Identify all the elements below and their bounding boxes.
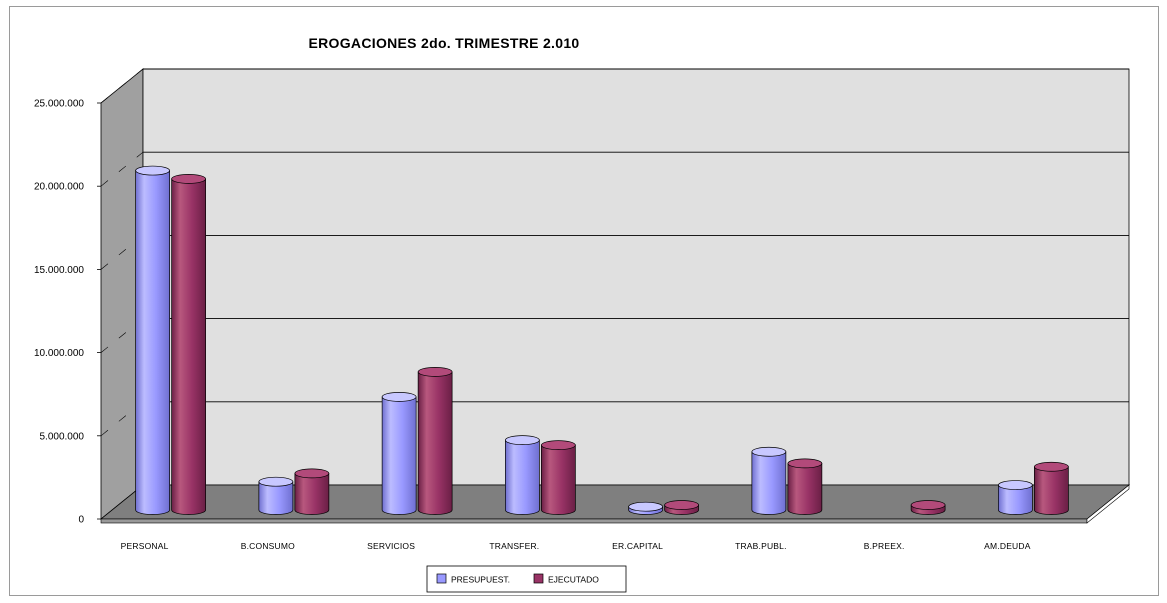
bar-presupuest-transfer [505, 435, 540, 515]
bar-ejecutado-transfer [541, 440, 576, 515]
bar-ejecutado-bconsumo [294, 468, 330, 515]
legend-swatch [533, 573, 544, 584]
bar-ejecutado-bpreex [910, 500, 946, 515]
legend-swatch [436, 573, 447, 584]
gridline-side [100, 318, 144, 353]
floor-edge-side [1086, 484, 1130, 524]
bar-ejecutado-trabpubl [787, 458, 823, 515]
x-tick-label: AM.DEUDA [984, 541, 1031, 551]
x-tick-label: PERSONAL [121, 541, 169, 551]
y-tick-label: 25.000.000 [34, 99, 84, 110]
legend-label: PRESUPUEST. [451, 575, 510, 585]
x-tick-label: TRAB.PUBL. [735, 541, 787, 551]
y-tick-label: 0 [78, 515, 84, 526]
bar-chart: EROGACIONES 2do. TRIMESTRE 2.010 0 5.000.… [34, 35, 1131, 593]
x-tick-label: ER.CAPITAL [612, 541, 663, 551]
y-tick-label: 20.000.000 [34, 182, 84, 193]
floor [99, 484, 1131, 520]
chart-frame: EROGACIONES 2do. TRIMESTRE 2.010 0 5.000.… [9, 6, 1159, 596]
gridline-side [100, 68, 144, 104]
back-wall [142, 68, 1130, 486]
bar-presupuest-servicios [381, 391, 417, 515]
floor-edge [100, 518, 1088, 524]
x-tick-label: TRANSFER. [489, 541, 539, 551]
x-tick-label: B.PREEX. [864, 541, 905, 551]
legend-label: EJECUTADO [548, 575, 599, 585]
bar-ejecutado-servicios [417, 367, 453, 515]
bar-presupuest-amdeuda [998, 480, 1033, 515]
bar-ejecutado-ercapital [664, 500, 699, 515]
y-tick-label: 15.000.000 [34, 265, 84, 276]
bar-presupuest-ercapital [628, 501, 663, 515]
legend-box [426, 565, 627, 593]
bar-ejecutado-personal [171, 174, 206, 515]
bar-presupuest-personal [135, 165, 170, 515]
bar-ejecutado-amdeuda [1034, 461, 1069, 515]
bar-presupuest-bconsumo [258, 476, 294, 515]
y-tick-label: 5.000.000 [40, 431, 85, 442]
bar-presupuest-trabpubl [751, 446, 787, 515]
gridline-side [100, 235, 144, 270]
y-tick-label: 10.000.000 [34, 348, 84, 359]
x-tick-label: SERVICIOS [367, 541, 415, 551]
chart-legend: PRESUPUEST. EJECUTADO [426, 565, 627, 593]
gridline-side [100, 151, 144, 187]
chart-title: EROGACIONES 2do. TRIMESTRE 2.010 [309, 35, 580, 51]
x-tick-label: B.CONSUMO [241, 541, 295, 551]
gridline-side [100, 401, 144, 437]
